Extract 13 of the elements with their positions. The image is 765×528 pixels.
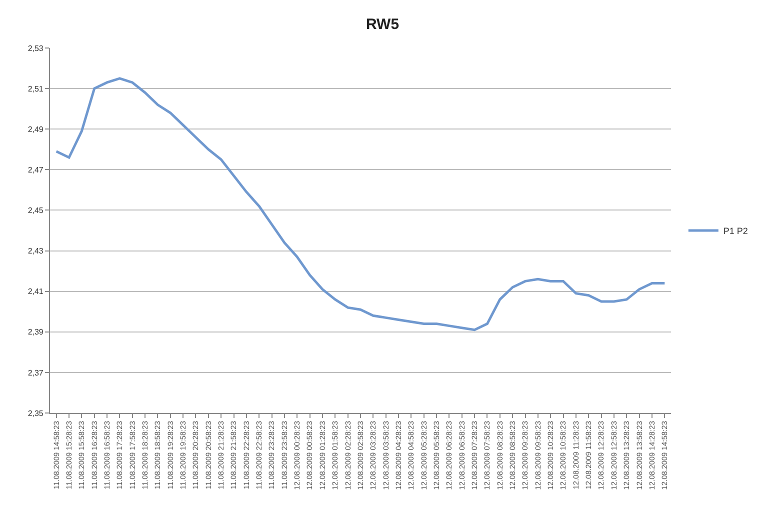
chart-title: RW5	[366, 16, 400, 33]
y-tick-label: 2,47	[28, 165, 44, 174]
y-tick-label: 2,53	[28, 44, 44, 53]
legend-label: P1 P2	[723, 226, 748, 236]
y-tick-label: 2,37	[28, 368, 44, 378]
y-tick-label: 2,45	[28, 206, 44, 216]
y-tick-label: 2,43	[28, 246, 44, 256]
y-tick-label: 2,41	[28, 287, 44, 296]
y-tick-label: 2,39	[28, 328, 44, 337]
y-tick-label: 2,49	[28, 124, 44, 134]
y-tick-label: 2,51	[28, 84, 44, 94]
y-tick-label: 2,35	[28, 408, 44, 418]
line-series	[55, 77, 666, 332]
